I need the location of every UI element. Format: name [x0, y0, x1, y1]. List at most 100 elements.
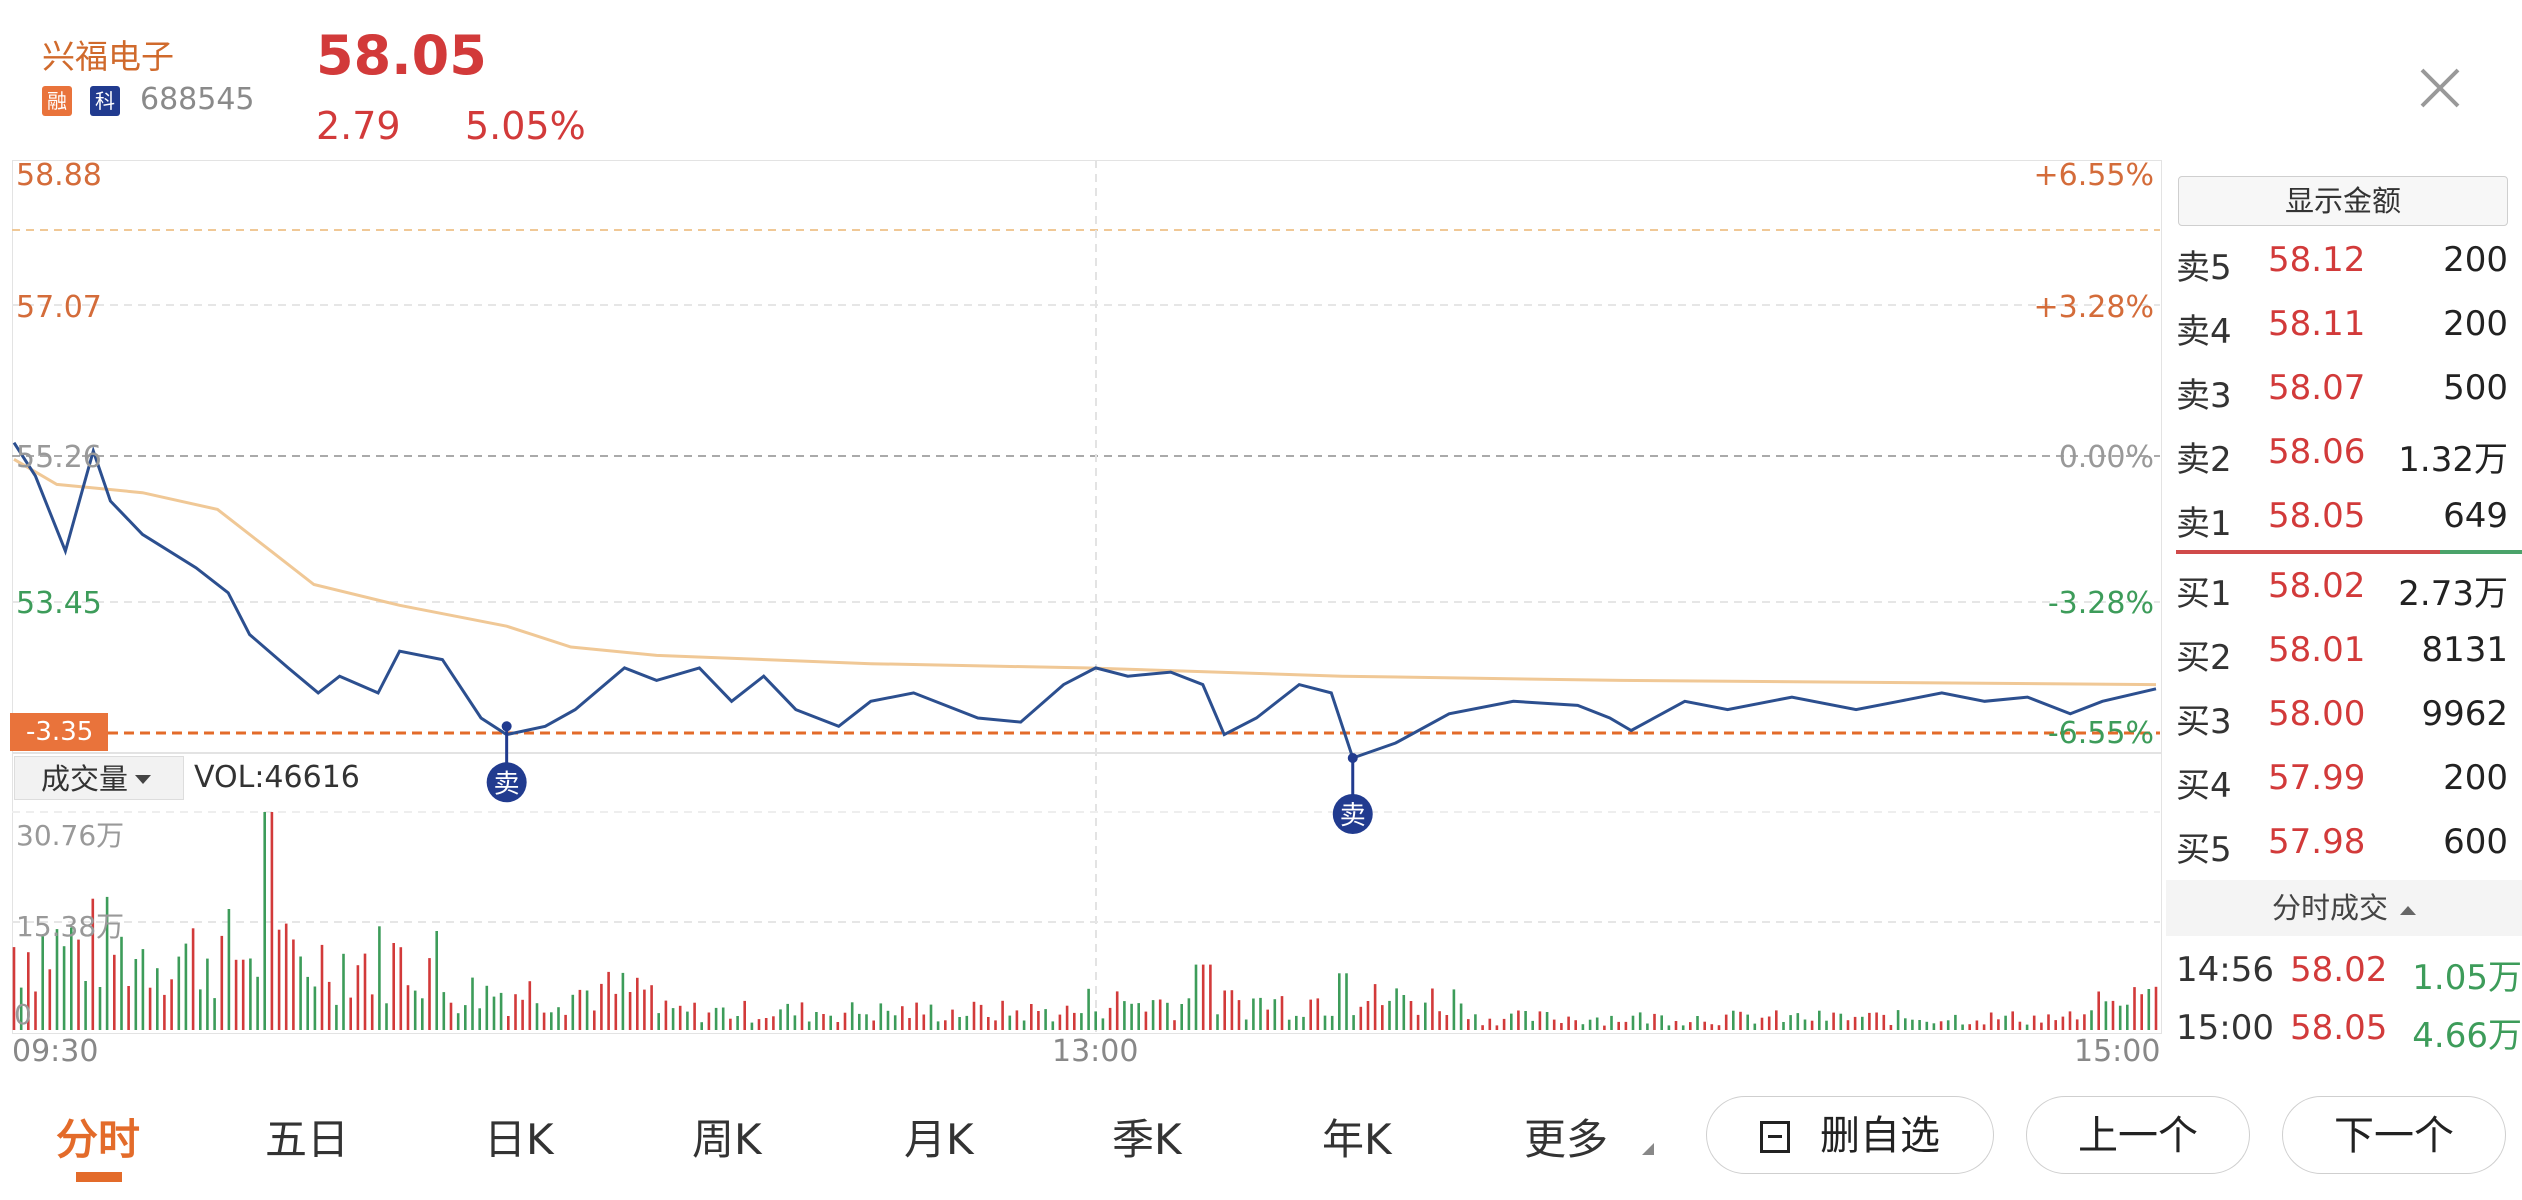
volume-bar — [678, 1005, 682, 1030]
ask-label: 卖1 — [2176, 504, 2232, 544]
volume-bar — [1603, 1025, 1606, 1030]
volume-bar — [571, 994, 575, 1030]
volume-bar — [507, 1016, 510, 1030]
time-label: 13:00 — [1052, 1034, 1139, 1069]
close-button[interactable] — [2408, 56, 2472, 120]
volume-bar — [1201, 964, 1205, 1030]
previous-stock-button[interactable]: 上一个 — [2026, 1096, 2250, 1174]
tab-monthly-k[interactable]: 月K — [904, 1115, 974, 1164]
stock-name: 兴福电子 — [42, 37, 174, 76]
volume-bar — [1287, 1019, 1291, 1030]
volume-bar — [2068, 1011, 2072, 1030]
volume-bar — [184, 943, 188, 1030]
volume-bar — [2018, 1021, 2022, 1030]
volume-bar — [191, 928, 195, 1030]
volume-bar — [327, 981, 331, 1030]
tab-quarterly-k[interactable]: 季K — [1112, 1115, 1182, 1164]
volume-bar — [1488, 1018, 1492, 1030]
ask-label: 卖2 — [2176, 440, 2232, 480]
bid-volume: 200 — [2443, 758, 2508, 798]
volume-bar — [1911, 1019, 1914, 1030]
tab-weekly-k[interactable]: 周K — [692, 1115, 762, 1164]
volume-bar — [1216, 1014, 1219, 1030]
volume-bar — [886, 1010, 890, 1030]
tick-volume: 4.66万 — [2412, 1016, 2522, 1056]
volume-bar — [1080, 1013, 1083, 1030]
volume-bar — [1939, 1021, 1943, 1030]
volume-bar — [98, 987, 102, 1030]
volume-bar — [1381, 1005, 1384, 1030]
volume-bar — [1130, 1003, 1133, 1030]
volume-bar — [1151, 1000, 1155, 1030]
tab-daily-k[interactable]: 日K — [484, 1115, 554, 1164]
ask-volume: 649 — [2443, 496, 2508, 536]
volume-bar — [499, 992, 503, 1030]
remove-watchlist-button[interactable]: 删自选 — [1706, 1096, 1994, 1174]
volume-bar — [2025, 1024, 2029, 1030]
volume-bar — [1968, 1024, 1971, 1030]
volume-bar — [227, 909, 231, 1030]
ask-volume: 200 — [2443, 240, 2508, 280]
volume-bar — [1388, 1000, 1391, 1030]
volume-bar — [700, 1022, 703, 1030]
bid-label: 买1 — [2176, 574, 2232, 614]
volume-bar — [2140, 994, 2143, 1030]
volume-bar — [514, 994, 517, 1030]
volume-bar — [1502, 1018, 1506, 1030]
show-amount-button[interactable]: 显示金额 — [2178, 176, 2508, 226]
volume-bar — [1452, 989, 1456, 1030]
volume-bar — [643, 989, 646, 1030]
volume-bar — [1402, 995, 1406, 1030]
intraday-chart-svg: 卖卖 — [12, 160, 2160, 1032]
volume-bar — [1058, 1014, 1062, 1030]
ask-price: 58.06 — [2268, 432, 2366, 472]
volume-bar — [1946, 1020, 1950, 1030]
volume-bar — [2154, 986, 2158, 1030]
volume-bar — [1194, 964, 1198, 1030]
volume-bar — [578, 989, 582, 1030]
tab-more[interactable]: 更多 — [1524, 1115, 1609, 1164]
volume-bar — [349, 997, 352, 1030]
ask-row-4: 卖4 58.11 200 — [2176, 304, 2508, 356]
bid-volume: 8131 — [2421, 630, 2508, 670]
volume-bar — [1359, 1006, 1363, 1030]
volume-bar — [1581, 1024, 1585, 1030]
volume-bar — [471, 977, 474, 1030]
volume-bar — [936, 1021, 940, 1030]
min-price-badge: -3.35 — [10, 713, 108, 751]
volume-bar — [1073, 1012, 1076, 1030]
tab-five-day[interactable]: 五日 — [265, 1115, 350, 1164]
volume-bar — [113, 954, 116, 1030]
next-stock-button[interactable]: 下一个 — [2282, 1096, 2506, 1174]
volume-bar — [485, 985, 489, 1030]
current-price: 58.05 — [316, 24, 487, 87]
tab-yearly-k[interactable]: 年K — [1322, 1115, 1392, 1164]
volume-bar — [356, 965, 360, 1030]
sell-signal-marker[interactable]: 卖 — [486, 721, 527, 803]
volume-bar — [958, 1017, 961, 1030]
volume-bar — [1051, 1021, 1055, 1030]
volume-bar — [521, 999, 524, 1030]
sell-signal-marker[interactable]: 卖 — [1332, 753, 1373, 834]
volume-indicator-dropdown[interactable]: 成交量 — [14, 756, 184, 800]
volume-chart[interactable] — [12, 752, 2162, 1034]
bid-price: 58.00 — [2268, 694, 2366, 734]
volume-bar — [1552, 1019, 1556, 1030]
tab-intraday[interactable]: 分时 — [56, 1115, 141, 1164]
volume-bar — [320, 944, 324, 1030]
volume-bar — [1925, 1021, 1929, 1030]
volume-bar — [528, 981, 532, 1030]
intraday-trades-toggle[interactable]: 分时成交 — [2166, 880, 2522, 936]
volume-bar — [1295, 1015, 1298, 1030]
volume-bar — [292, 939, 295, 1030]
volume-bar — [1252, 998, 1255, 1030]
volume-bar — [170, 979, 173, 1030]
volume-bar — [156, 968, 159, 1030]
volume-bar — [1474, 1014, 1477, 1030]
volume-bar — [944, 1020, 947, 1030]
intraday-trades-title: 分时成交 — [2271, 891, 2388, 925]
volume-bar — [442, 992, 446, 1030]
volume-bar — [671, 1008, 675, 1030]
volume-bar — [2061, 1016, 2065, 1030]
volume-bar — [1846, 1020, 1850, 1030]
